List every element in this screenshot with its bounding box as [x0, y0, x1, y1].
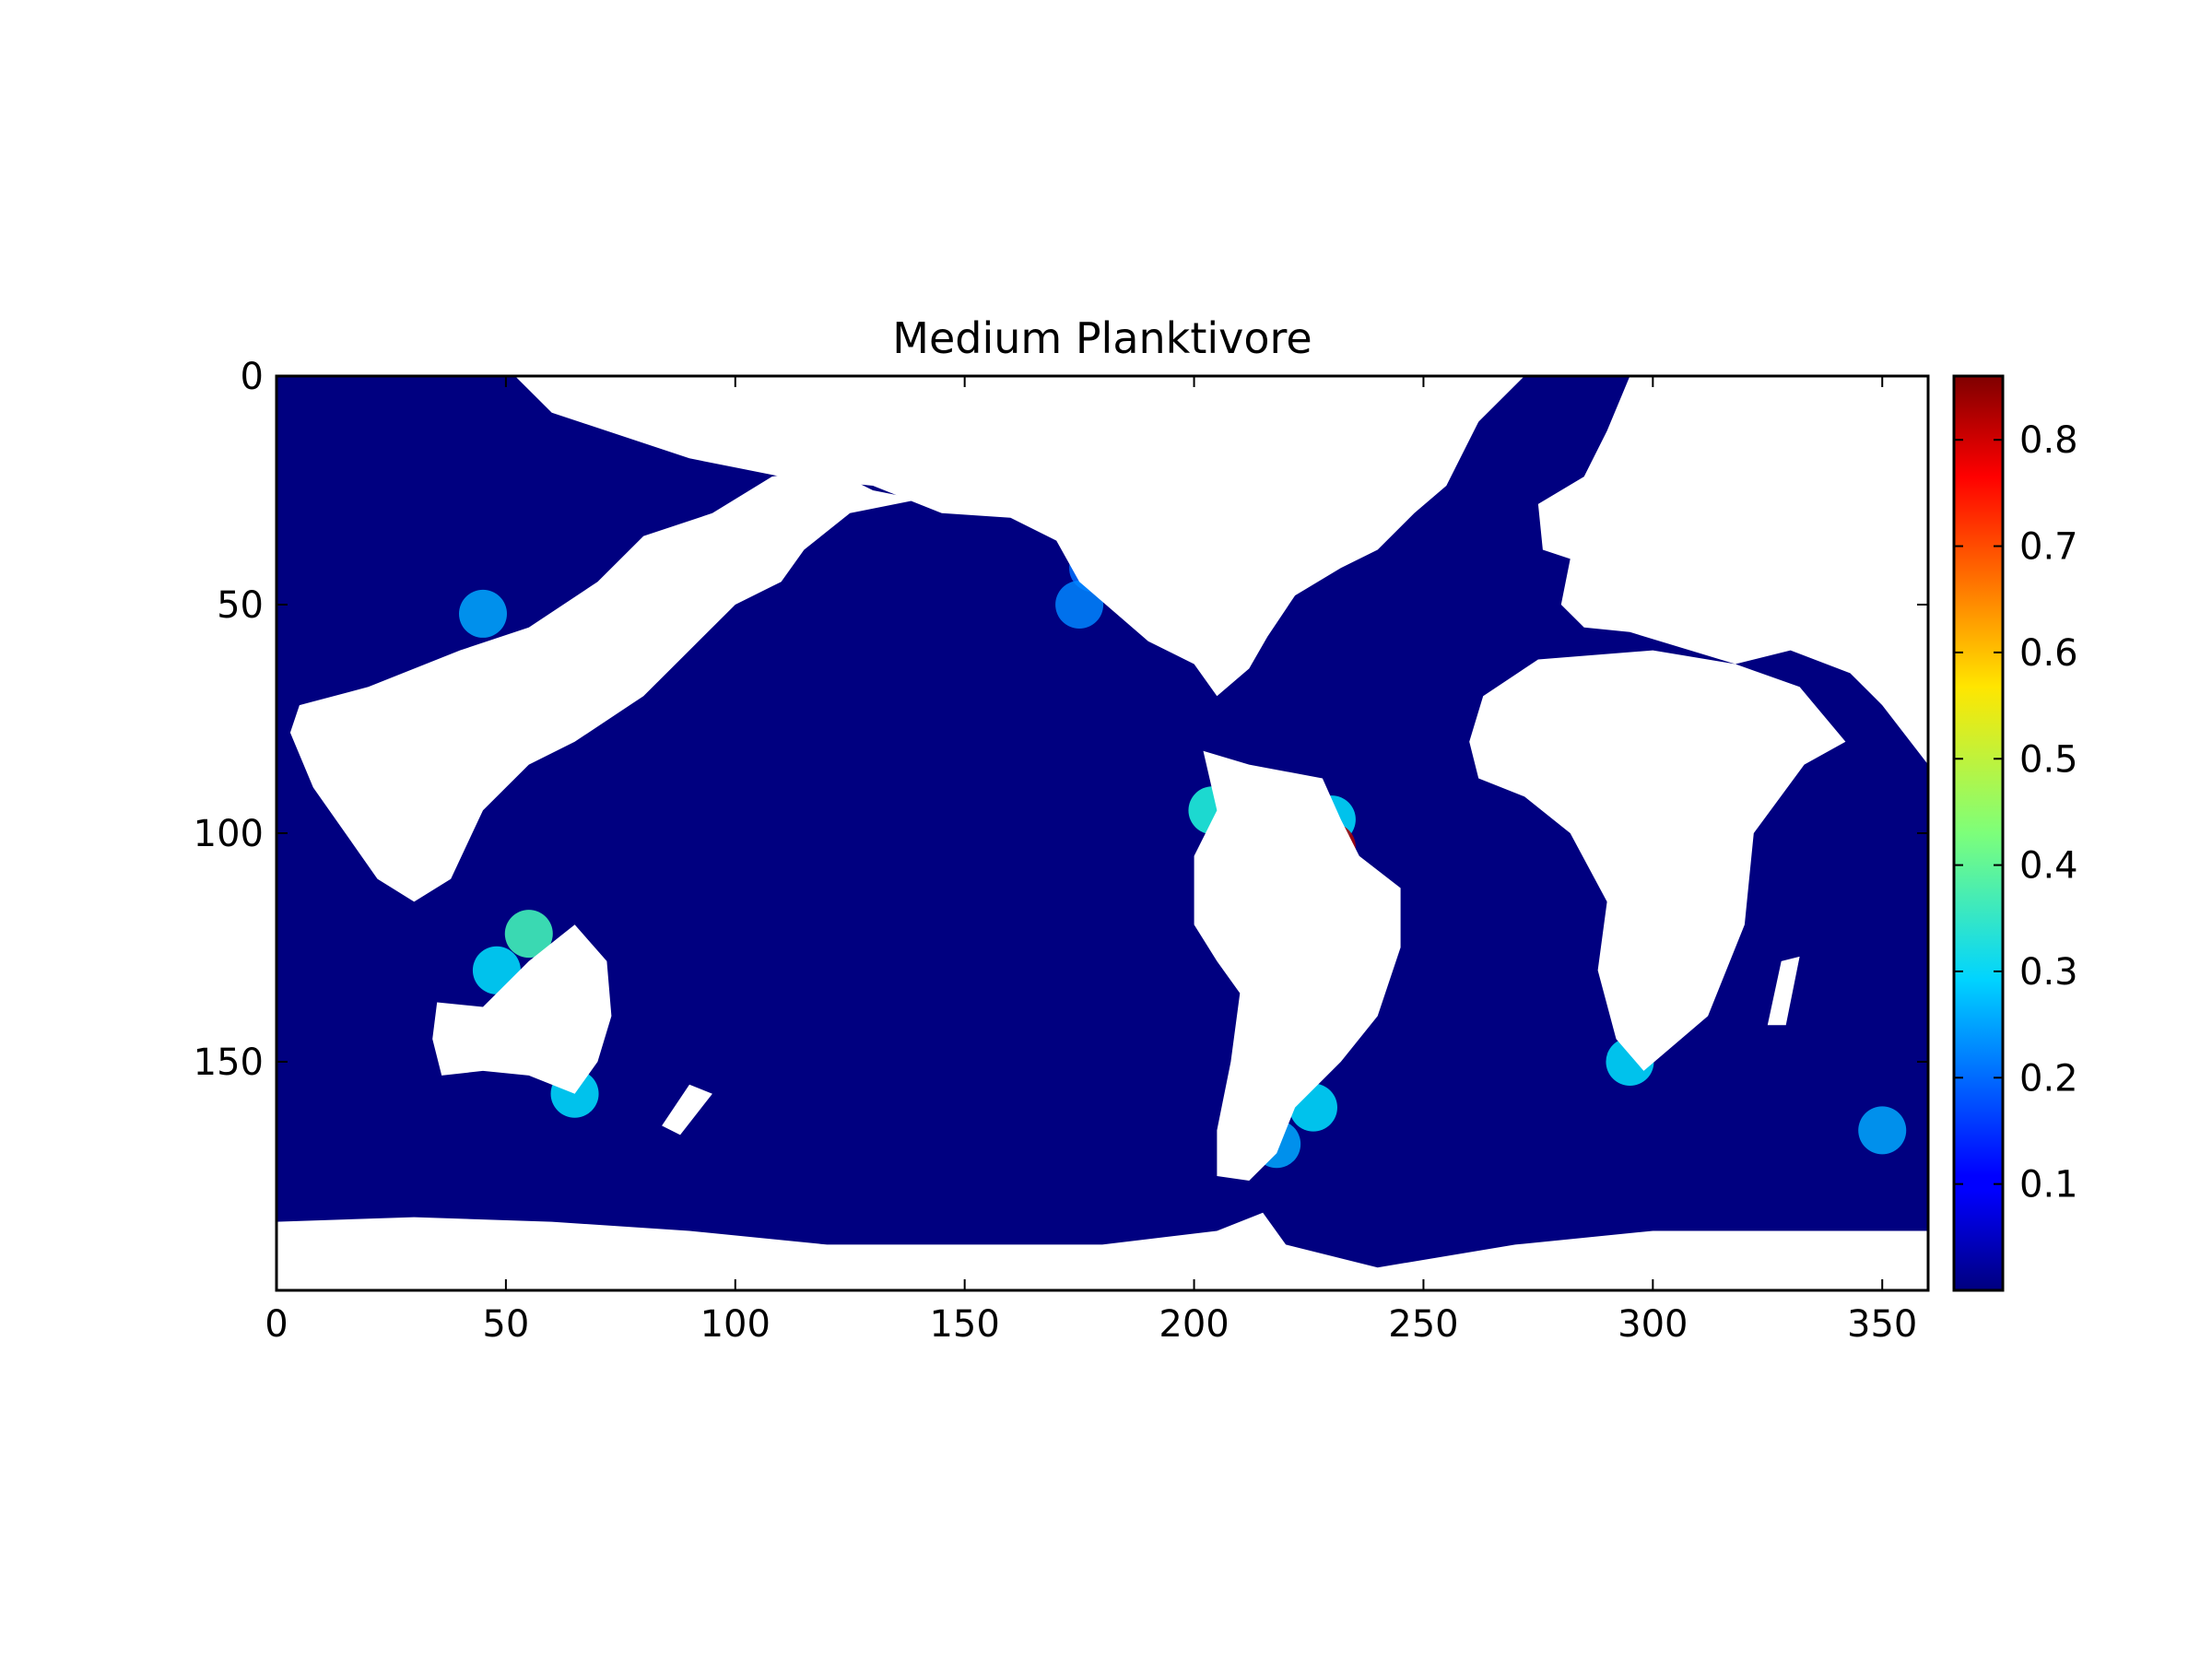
land-mask-layer — [276, 376, 1928, 1290]
colorbar-tick-label: 0.1 — [2019, 1164, 2078, 1206]
colorbar-tick-label: 0.5 — [2019, 738, 2078, 781]
colorbar: 0.1 0.2 0.3 0.4 0.5 0.6 0.7 0.8 — [1952, 374, 2078, 1292]
y-axis: 0 50 100 150 — [194, 356, 1928, 1084]
x-axis: 0 50 100 150 200 250 300 350 — [265, 376, 1917, 1346]
y-tick-label: 100 — [194, 813, 264, 855]
land-eurasia — [1537, 376, 1928, 765]
x-tick-label: 350 — [1847, 1303, 1917, 1346]
hotspot-cell — [1858, 1106, 1907, 1155]
colorbar-tick-label: 0.4 — [2019, 845, 2078, 888]
y-tick-label: 0 — [241, 356, 264, 398]
colorbar-tick-label: 0.3 — [2019, 951, 2078, 994]
land-asia — [289, 467, 919, 902]
x-tick-label: 50 — [482, 1303, 529, 1346]
colorbar-tick-label: 0.7 — [2019, 526, 2078, 569]
land-new-zealand — [662, 1084, 712, 1135]
hotspot-cell — [1055, 581, 1104, 629]
land-madagascar — [1767, 956, 1800, 1026]
land-antarctica — [276, 1212, 1928, 1290]
hotspot-cell — [504, 910, 553, 959]
x-tick-label: 150 — [929, 1303, 999, 1346]
land-australia — [432, 924, 612, 1094]
colorbar-tick-label: 0.8 — [2019, 419, 2078, 462]
plot-area — [276, 376, 1928, 1290]
x-tick-label: 100 — [700, 1303, 771, 1346]
x-tick-label: 300 — [1618, 1303, 1688, 1346]
colorbar-tick-label: 0.6 — [2019, 632, 2078, 675]
land-africa — [1469, 650, 1846, 1071]
land-north-america — [395, 376, 1524, 697]
colorbar-gradient — [1952, 374, 2005, 1292]
x-tick-label: 200 — [1159, 1303, 1229, 1346]
hotspot-cell — [459, 589, 507, 638]
y-tick-label: 150 — [194, 1041, 264, 1084]
colorbar-ticks: 0.1 0.2 0.3 0.4 0.5 0.6 0.7 0.8 — [1954, 419, 2078, 1206]
y-tick-label: 50 — [217, 584, 264, 627]
land-south-america — [1194, 750, 1401, 1181]
chart-title: Medium Planktivore — [892, 313, 1312, 363]
land-greenland — [1263, 376, 1493, 513]
x-tick-label: 250 — [1388, 1303, 1458, 1346]
colorbar-tick-label: 0.2 — [2019, 1057, 2078, 1100]
x-tick-label: 0 — [265, 1303, 288, 1346]
